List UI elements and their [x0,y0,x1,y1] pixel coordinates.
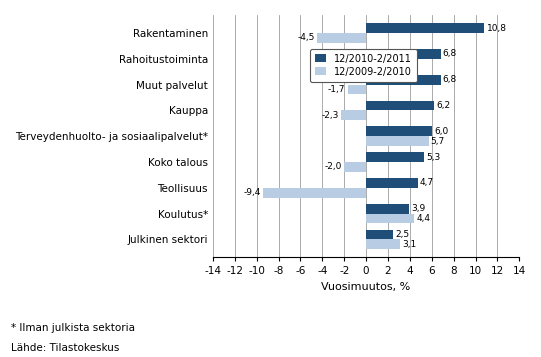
Text: * Ilman julkista sektoria: * Ilman julkista sektoria [11,323,135,333]
Bar [317,33,366,43]
Bar [366,230,393,240]
Text: 5,3: 5,3 [426,152,440,162]
Text: -2,0: -2,0 [325,162,342,171]
Text: 3,1: 3,1 [403,240,417,249]
Bar [366,240,400,249]
Bar [366,49,440,59]
Text: -2,3: -2,3 [321,111,339,120]
Bar [366,204,409,213]
Bar [366,136,428,146]
Bar [366,126,432,136]
Text: 5,7: 5,7 [431,137,445,146]
Bar [366,75,440,85]
Bar [366,152,424,162]
Text: 10,8: 10,8 [486,24,506,32]
Text: 6,0: 6,0 [434,127,448,136]
Text: -9,4: -9,4 [243,188,261,197]
Bar [366,23,484,33]
Text: 2,5: 2,5 [395,230,410,239]
Bar [344,162,366,172]
Bar [366,213,414,223]
Bar [347,85,366,95]
Bar [366,101,434,110]
Text: 6,8: 6,8 [443,50,457,59]
Bar [366,178,418,188]
X-axis label: Vuosimuutos, %: Vuosimuutos, % [321,282,411,292]
Text: 6,8: 6,8 [443,75,457,84]
Text: 4,7: 4,7 [420,178,434,187]
Bar [341,110,366,120]
Bar [263,188,366,198]
Text: 6,2: 6,2 [436,101,450,110]
Text: 4,4: 4,4 [417,214,431,223]
Text: Lähde: Tilastokeskus: Lähde: Tilastokeskus [11,343,119,353]
Text: 3,9: 3,9 [411,204,425,213]
Legend: 12/2010-2/2011, 12/2009-2/2010: 12/2010-2/2011, 12/2009-2/2010 [309,49,417,82]
Text: -2,3: -2,3 [321,59,339,68]
Bar [341,59,366,69]
Text: -1,7: -1,7 [328,85,345,94]
Text: -4,5: -4,5 [298,34,315,42]
